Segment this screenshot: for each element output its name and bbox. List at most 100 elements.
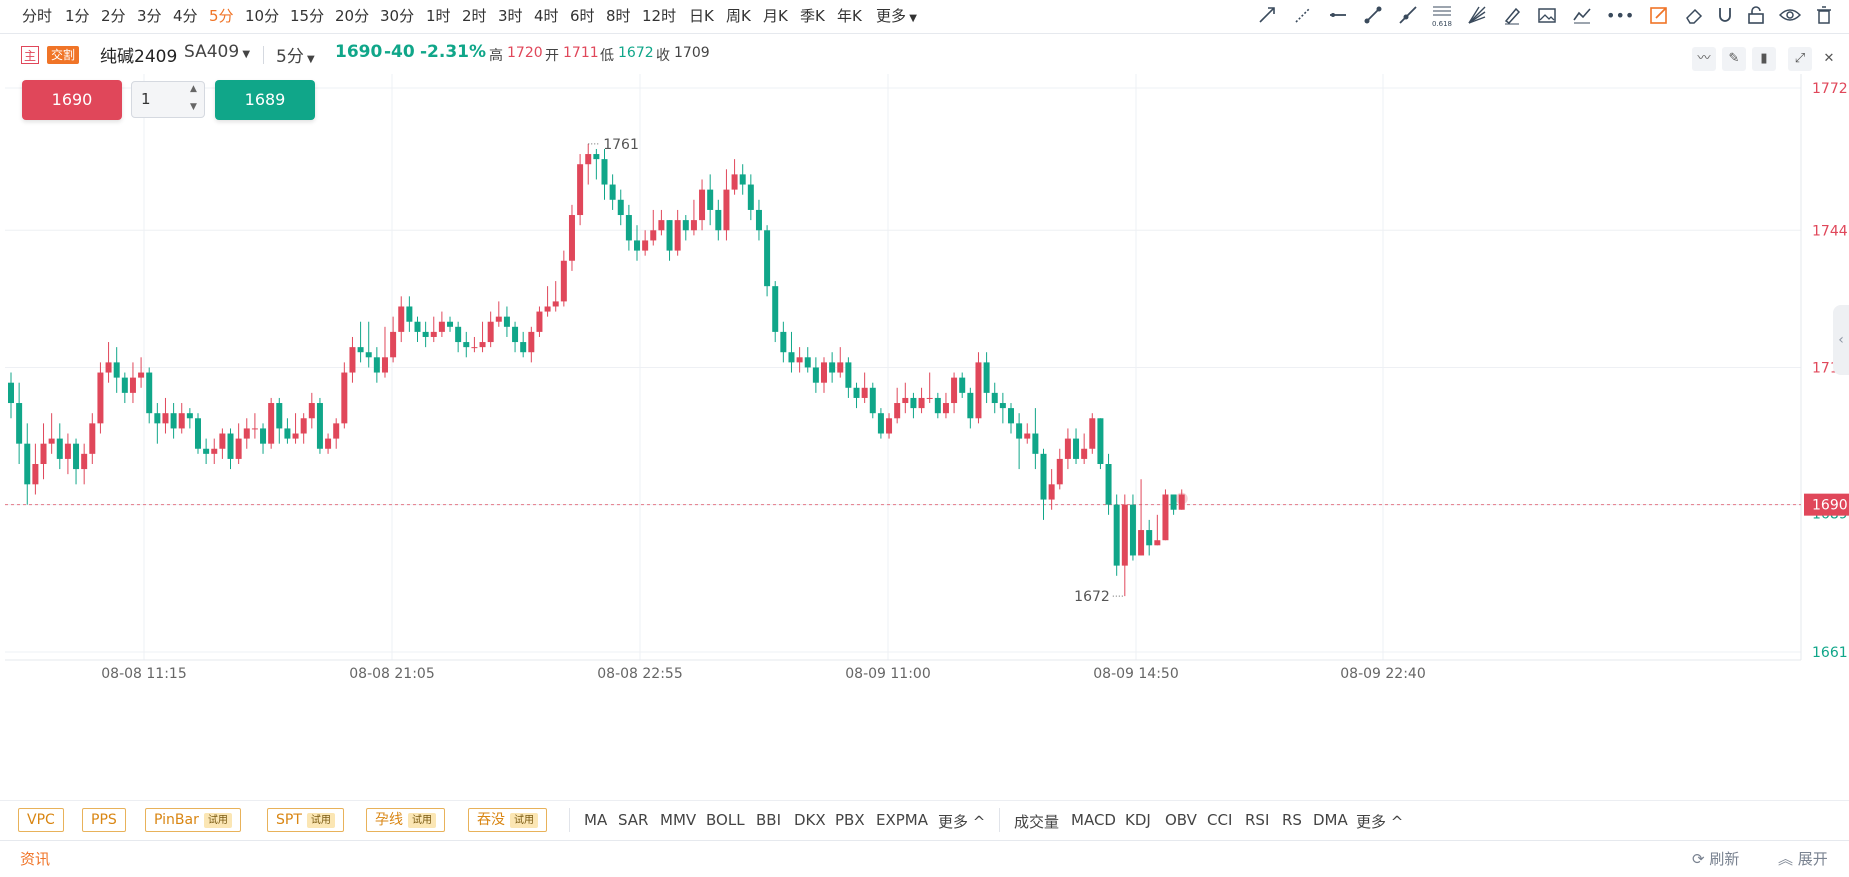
- main-indicator[interactable]: MMV: [660, 811, 697, 829]
- kline-chart[interactable]: 1761167217721744171716611689169008-08 11…: [0, 74, 1849, 804]
- candle-body: [788, 352, 795, 363]
- candle-body: [666, 220, 673, 251]
- timeframe-more-dropdown[interactable]: 更多 ▼: [876, 5, 917, 26]
- pencil-icon[interactable]: ✎: [1722, 47, 1746, 71]
- candle-type-icon[interactable]: ▮: [1752, 47, 1776, 71]
- chart-line-icon[interactable]: [1571, 5, 1593, 27]
- timeframe-tab[interactable]: 15分: [290, 7, 325, 25]
- main-indicator[interactable]: BBI: [756, 811, 782, 829]
- indicator-pinbar[interactable]: PinBar 试用: [145, 808, 241, 832]
- timeframe-tab[interactable]: 分时: [22, 7, 53, 25]
- timeframe-tab[interactable]: 8时: [606, 7, 631, 25]
- sub-indicator[interactable]: OBV: [1165, 811, 1197, 829]
- indicator-vpc[interactable]: VPC: [18, 808, 64, 832]
- candle-body: [121, 377, 128, 393]
- candle-body: [1040, 453, 1047, 500]
- price-axis-label: 1744: [1812, 223, 1848, 239]
- sub-indicator[interactable]: RS: [1282, 811, 1302, 829]
- timeframe-tab[interactable]: 1时: [426, 7, 451, 25]
- candle-body: [430, 331, 437, 337]
- contract-selector[interactable]: SA409 ▼: [184, 42, 250, 62]
- candle-body: [341, 372, 348, 424]
- sub-indicator[interactable]: CCI: [1207, 811, 1233, 829]
- timeframe-tab[interactable]: 12时: [642, 7, 677, 25]
- timeframe-tab[interactable]: 周K: [726, 7, 751, 25]
- expand-button[interactable]: ︽ 展开: [1778, 848, 1828, 869]
- timeframe-tab[interactable]: 4时: [534, 7, 559, 25]
- image-icon[interactable]: [1536, 5, 1558, 27]
- trend-line-icon[interactable]: [1256, 5, 1278, 27]
- timeframe-tab[interactable]: 2分: [101, 7, 126, 25]
- sub-indicator[interactable]: KDJ: [1125, 811, 1151, 829]
- increment-icon[interactable]: ▲: [190, 84, 197, 94]
- sub-indicator[interactable]: 成交量: [1014, 813, 1060, 831]
- main-indicator[interactable]: SAR: [618, 811, 649, 829]
- timeframe-tab[interactable]: 30分: [380, 7, 415, 25]
- sell-button[interactable]: 1689: [215, 80, 315, 120]
- main-indicator-more[interactable]: 更多 ^: [938, 813, 986, 831]
- close-icon[interactable]: ✕: [1823, 51, 1835, 66]
- ray-icon[interactable]: [1292, 5, 1314, 27]
- segment-icon[interactable]: [1362, 5, 1384, 27]
- timeframe-tab[interactable]: 1分: [65, 7, 90, 25]
- more-dots-icon[interactable]: •••: [1606, 6, 1635, 25]
- fibonacci-icon[interactable]: 0.618: [1431, 5, 1453, 28]
- main-indicator[interactable]: EXPMA: [876, 811, 929, 829]
- main-indicator[interactable]: BOLL: [706, 811, 745, 829]
- sub-indicator[interactable]: MACD: [1071, 811, 1116, 829]
- fullscreen-icon[interactable]: ⤢: [1788, 47, 1812, 71]
- quantity-stepper[interactable]: 1 ▲ ▼: [131, 81, 205, 118]
- indicator-pps[interactable]: PPS: [82, 808, 126, 832]
- collapse-panel-icon[interactable]: ‹: [1833, 305, 1849, 375]
- trash-icon[interactable]: [1813, 5, 1835, 27]
- extended-line-icon[interactable]: [1397, 5, 1419, 27]
- candle-body: [1162, 494, 1169, 541]
- indicator-spt[interactable]: SPT 试用: [267, 808, 344, 832]
- candle-body: [642, 240, 649, 251]
- contract-name: 纯碱2409: [100, 47, 178, 67]
- price-axis-label: 1661: [1812, 645, 1848, 661]
- eraser-icon[interactable]: [1683, 5, 1705, 27]
- main-indicator[interactable]: PBX: [835, 811, 865, 829]
- high-value: 1720: [507, 45, 543, 61]
- indicator-yunxian[interactable]: 孕线 试用: [366, 808, 445, 832]
- tab-news[interactable]: 资讯: [20, 850, 51, 868]
- candle-body: [715, 209, 722, 231]
- delivery-badge: 交割: [47, 46, 80, 64]
- main-indicator[interactable]: MA: [584, 811, 608, 829]
- candle-body: [333, 423, 340, 439]
- timeframe-tab[interactable]: 日K: [689, 7, 714, 25]
- sub-indicator[interactable]: RSI: [1245, 811, 1270, 829]
- candle-body: [251, 428, 258, 430]
- eye-icon[interactable]: [1778, 5, 1802, 27]
- sub-indicator-more[interactable]: 更多 ^: [1356, 813, 1404, 831]
- fan-icon[interactable]: [1466, 5, 1488, 27]
- edit-icon[interactable]: [1648, 5, 1670, 27]
- brush-icon[interactable]: [1501, 5, 1523, 27]
- timeframe-tab[interactable]: 4分: [173, 7, 198, 25]
- timeframe-tab[interactable]: 年K: [837, 7, 862, 25]
- trial-badge: 试用: [408, 812, 436, 828]
- lock-icon[interactable]: [1745, 5, 1767, 27]
- timeframe-tab[interactable]: 季K: [800, 7, 825, 25]
- timeframe-tab[interactable]: 20分: [335, 7, 370, 25]
- timeframe-tab[interactable]: 6时: [570, 7, 595, 25]
- horizontal-line-icon[interactable]: [1327, 5, 1349, 27]
- timeframe-tab[interactable]: 3分: [137, 7, 162, 25]
- timeframe-tab[interactable]: 10分: [245, 7, 280, 25]
- candle-body: [926, 397, 933, 399]
- magnet-icon[interactable]: [1714, 5, 1736, 27]
- timeframe-tab-active[interactable]: 5分: [209, 7, 234, 25]
- buy-button[interactable]: 1690: [22, 80, 122, 120]
- timeframe-tab[interactable]: 2时: [462, 7, 487, 25]
- sub-indicator[interactable]: DMA: [1313, 811, 1348, 829]
- timeframe-tab[interactable]: 3时: [498, 7, 523, 25]
- period-selector[interactable]: 5分 ▼: [276, 42, 315, 67]
- refresh-button[interactable]: ⟳ 刷新: [1692, 848, 1739, 869]
- indicator-tunmo[interactable]: 吞没 试用: [468, 808, 547, 832]
- indicator-toggle-icon[interactable]: 〰: [1692, 47, 1716, 71]
- caret-down-icon: ▼: [239, 49, 251, 60]
- timeframe-tab[interactable]: 月K: [763, 7, 788, 25]
- decrement-icon[interactable]: ▼: [190, 102, 197, 112]
- main-indicator[interactable]: DKX: [794, 811, 826, 829]
